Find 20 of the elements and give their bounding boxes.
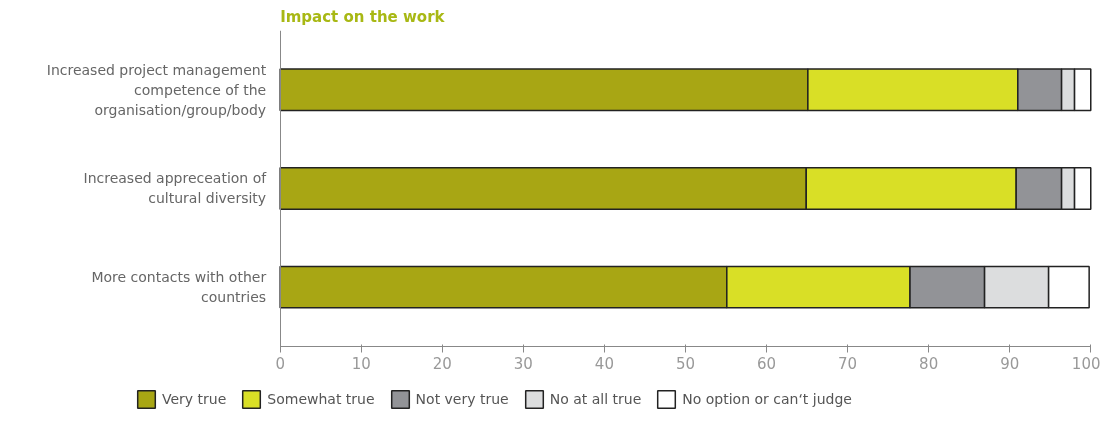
x-tick-label: 10 (351, 355, 371, 374)
x-tick-label: 20 (432, 355, 452, 374)
x-tick-label: 40 (594, 355, 614, 374)
legend-label: Somewhat true (267, 391, 375, 407)
legend-label: Very true (162, 391, 227, 407)
x-tick-label: 50 (675, 355, 696, 374)
y-tick-label: Increased appreceation of cultural diversity (83, 170, 268, 207)
y-tick-label: More contacts with other countries (91, 269, 267, 306)
y-tick-label: Increased project management competence of the organisation/group/body (46, 61, 267, 118)
x-tick-label: 100 (1071, 355, 1101, 374)
x-tick-label: 90 (1000, 355, 1020, 374)
legend-label: No option or can‘t judge (682, 391, 852, 407)
legend-label: Not very true (415, 391, 509, 407)
x-tick-label: 60 (756, 355, 777, 374)
legend-label: No at all true (549, 391, 642, 407)
chart-title: Impact on the work (280, 7, 446, 26)
x-tick-label: 30 (513, 355, 533, 374)
x-tick-label: 0 (275, 355, 285, 374)
x-tick-label: 70 (838, 355, 858, 374)
x-tick-label: 80 (919, 355, 939, 374)
